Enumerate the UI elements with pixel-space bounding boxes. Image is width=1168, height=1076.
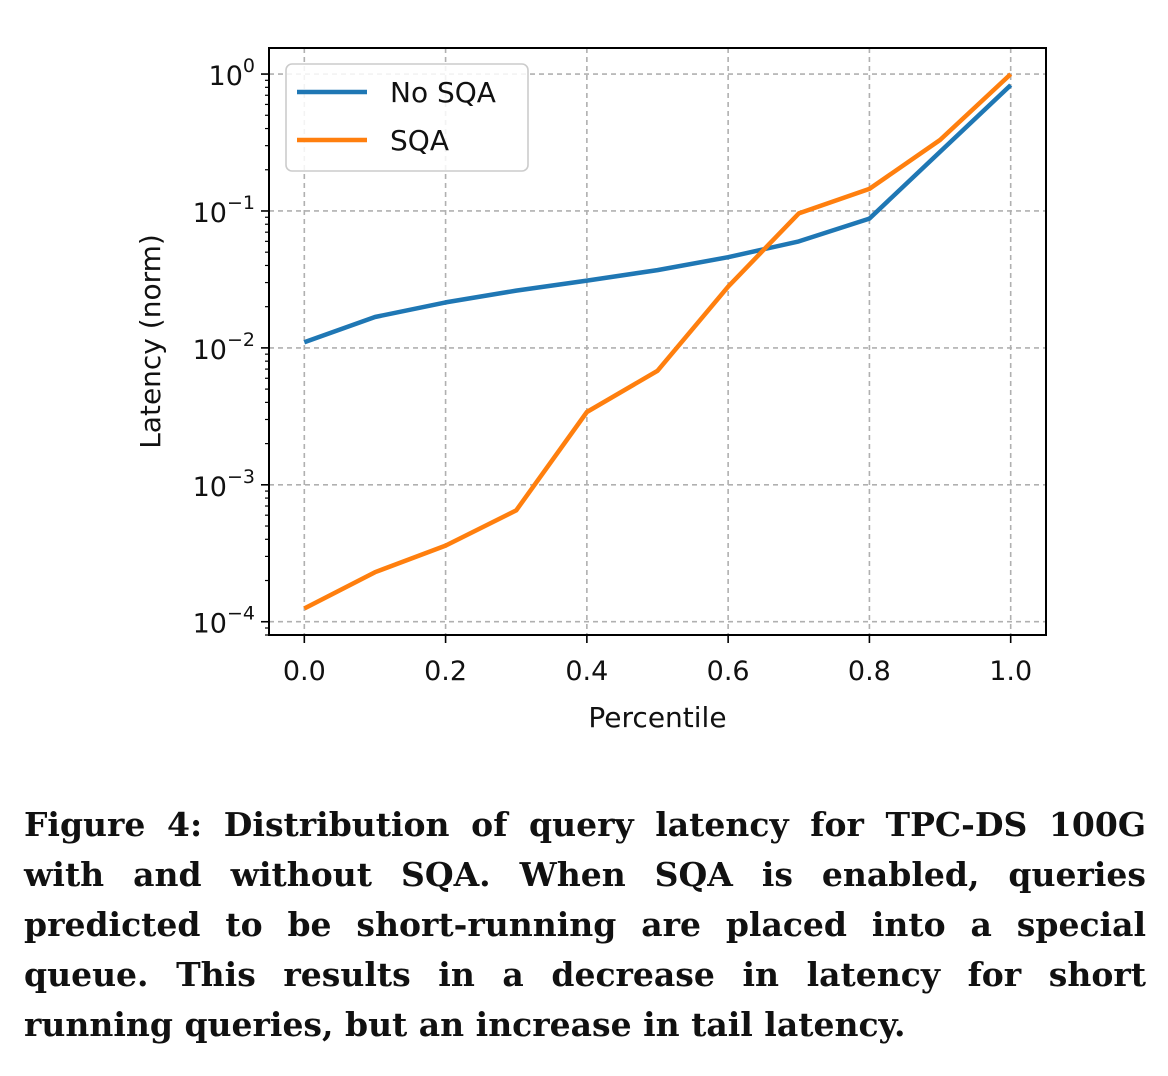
legend-label: SQA: [390, 124, 449, 157]
series-lines: [303, 72, 1013, 611]
y-tick-label: 10−1: [193, 192, 255, 229]
y-tick-label: 10−4: [193, 603, 255, 640]
x-tick-label: 0.4: [565, 656, 608, 687]
figure-caption: Figure 4: Distribution of query latency …: [24, 805, 1146, 1044]
x-tick-label: 0.0: [283, 656, 326, 687]
x-tick-label: 0.2: [424, 656, 467, 687]
legend-label: No SQA: [390, 76, 496, 109]
y-minor-ticks: [265, 79, 269, 636]
series-line: [303, 83, 1013, 345]
y-axis-label: Latency (norm): [134, 234, 167, 449]
x-tick-label: 1.0: [989, 656, 1032, 687]
y-tick-label: 10−2: [193, 329, 255, 366]
x-tick-label: 0.8: [848, 656, 891, 687]
latency-line-chart: 0.0 0.2 0.4 0.6 0.8 1.0 100 10−1 10−2 10−3 10−4 Pe…: [134, 47, 1047, 734]
y-tick-label: 100: [209, 55, 255, 92]
series-line: [303, 72, 1013, 611]
y-tick-label: 10−3: [193, 466, 255, 503]
axis-ticks: 0.0 0.2 0.4 0.6 0.8 1.0 100 10−1 10−2 10−3 10−4: [193, 55, 1033, 687]
legend: No SQA SQA: [285, 63, 529, 172]
plot-frame: [268, 47, 1047, 636]
x-axis-label: Percentile: [588, 701, 726, 734]
x-tick-label: 0.6: [707, 656, 750, 687]
